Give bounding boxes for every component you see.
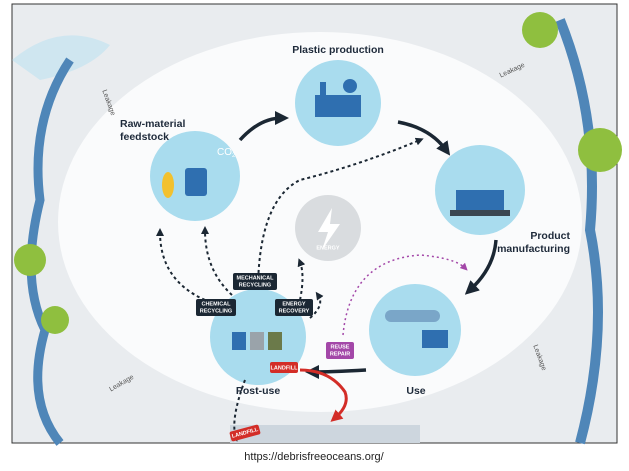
badge-text: REUSE: [331, 344, 350, 350]
stage-label: Plastic production: [292, 44, 384, 56]
badge-text: REPAIR: [330, 351, 350, 357]
infographic: ENERGY CO2 Plastic production Raw-materi…: [0, 0, 629, 471]
page: {"nodes": [ {"label_lines": ["Plastic pr…: [0, 0, 629, 471]
stage-label: manufacturing: [497, 243, 570, 255]
badge-text: MECHANICAL: [237, 275, 275, 281]
badge-text: RECOVERY: [279, 308, 310, 314]
badge-text: RECYCLING: [200, 308, 232, 314]
stage-label: Use: [406, 385, 425, 397]
stage-label: Raw-material: [120, 118, 185, 130]
energy-label: ENERGY: [316, 245, 340, 251]
badge-text: CHEMICAL: [201, 301, 231, 307]
stage-label: Product: [530, 230, 570, 242]
badge-text: LANDFILL: [271, 365, 299, 371]
badge-text: RECYCLING: [239, 282, 271, 288]
stage-label: feedstock: [120, 131, 169, 143]
caption: https://debrisfreeoceans.org/: [244, 451, 384, 463]
badge-text: ENERGY: [282, 301, 306, 307]
stage-label: Post-use: [236, 385, 281, 397]
